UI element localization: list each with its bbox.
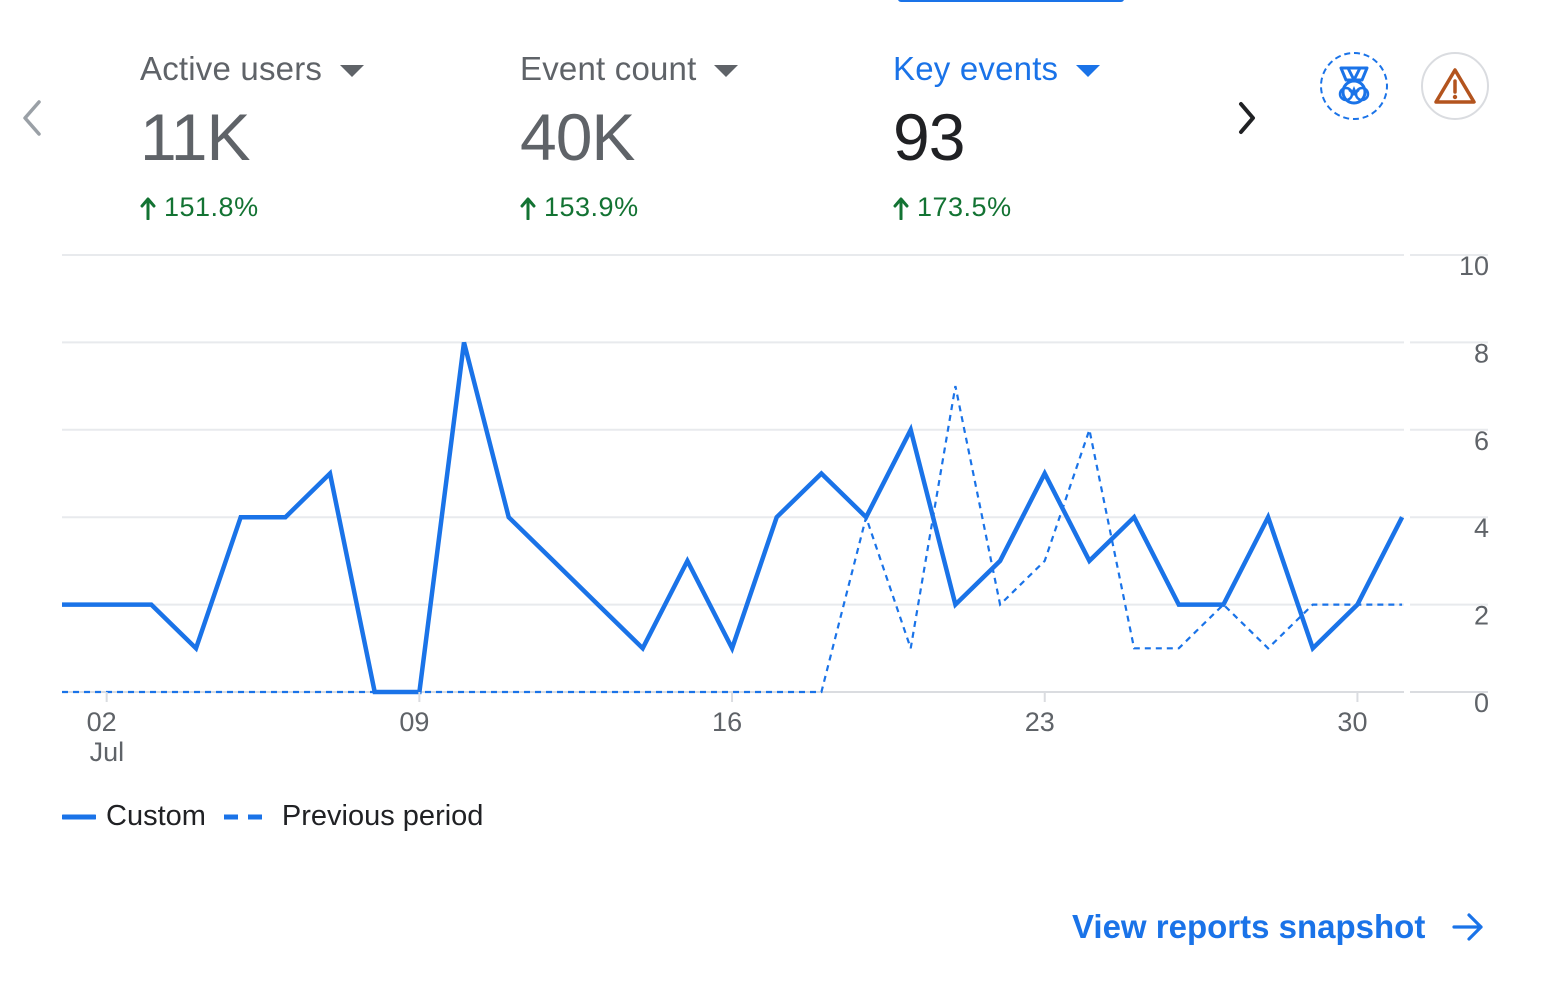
caret-down-icon: [1076, 65, 1101, 77]
metric-selector[interactable]: Key events: [893, 50, 1101, 88]
arrow-up-icon: [140, 197, 156, 220]
warning-triangle-icon: [1434, 68, 1476, 104]
metric-change-value: 153.9%: [544, 192, 639, 222]
metric-value: 11K: [140, 100, 251, 174]
metric-change-value: 151.8%: [164, 192, 259, 222]
x-tick-label: 16: [712, 707, 742, 737]
arrow-up-icon: [893, 197, 909, 220]
caret-down-icon: [340, 65, 365, 77]
link-label: View reports snapshot: [1072, 908, 1426, 945]
metric-selector[interactable]: Event count: [520, 50, 739, 88]
y-tick-label: 8: [1474, 338, 1489, 368]
legend-label: Previous period: [281, 800, 484, 832]
dashed-line-swatch: [223, 813, 272, 821]
solid-line-swatch: [62, 813, 96, 821]
metric-value: 93: [893, 100, 965, 174]
view-reports-snapshot-link[interactable]: View reports snapshot: [1072, 908, 1485, 946]
x-tick-label: 02: [87, 707, 117, 737]
legend-item-custom[interactable]: Custom: [62, 800, 206, 833]
metric-label: Active users: [140, 50, 323, 87]
metric-card-active-users[interactable]: Active users 11K 151.8%: [140, 50, 365, 223]
metric-card-key-events[interactable]: Key events 93 173.5%: [893, 50, 1101, 223]
caret-down-icon: [714, 65, 739, 77]
y-tick-label: 2: [1474, 601, 1489, 631]
warning-button[interactable]: [1421, 52, 1489, 120]
chart-legend: Custom Previous period: [62, 800, 501, 833]
x-tick-sublabel: Jul: [90, 737, 125, 767]
insights-button[interactable]: [1320, 52, 1388, 120]
metric-value: 40K: [520, 100, 635, 174]
legend-item-previous-period[interactable]: Previous period: [223, 800, 484, 833]
previous-metrics-button[interactable]: [12, 96, 52, 140]
next-metrics-button[interactable]: [1226, 96, 1266, 140]
arrow-right-icon: [1452, 913, 1483, 941]
medal-insights-icon: [1338, 66, 1370, 105]
metric-card-event-count[interactable]: Event count 40K 153.9%: [520, 50, 739, 223]
x-tick-label: 30: [1337, 707, 1367, 737]
metric-label: Event count: [520, 50, 697, 87]
legend-label: Custom: [106, 800, 206, 832]
y-tick-label: 0: [1474, 688, 1489, 718]
x-tick-label: 23: [1025, 707, 1055, 737]
chevron-left-icon: [23, 100, 41, 136]
x-tick-label: 09: [399, 707, 429, 737]
metric-change: 173.5%: [893, 192, 1100, 223]
metric-change-value: 173.5%: [917, 192, 1012, 222]
metric-change: 153.9%: [520, 192, 738, 223]
y-tick-label: 4: [1474, 513, 1489, 543]
y-tick-label: 10: [1459, 251, 1489, 281]
series-line-previous-period: [62, 385, 1403, 694]
metric-selector[interactable]: Active users: [140, 50, 365, 88]
metric-label: Key events: [893, 50, 1059, 87]
y-tick-label: 6: [1474, 426, 1489, 456]
chevron-right-icon: [1239, 102, 1255, 134]
selected-tab-indicator: [898, 0, 1124, 2]
series-line-custom: [62, 341, 1405, 695]
arrow-up-icon: [520, 197, 536, 220]
metric-change: 151.8%: [140, 192, 364, 223]
